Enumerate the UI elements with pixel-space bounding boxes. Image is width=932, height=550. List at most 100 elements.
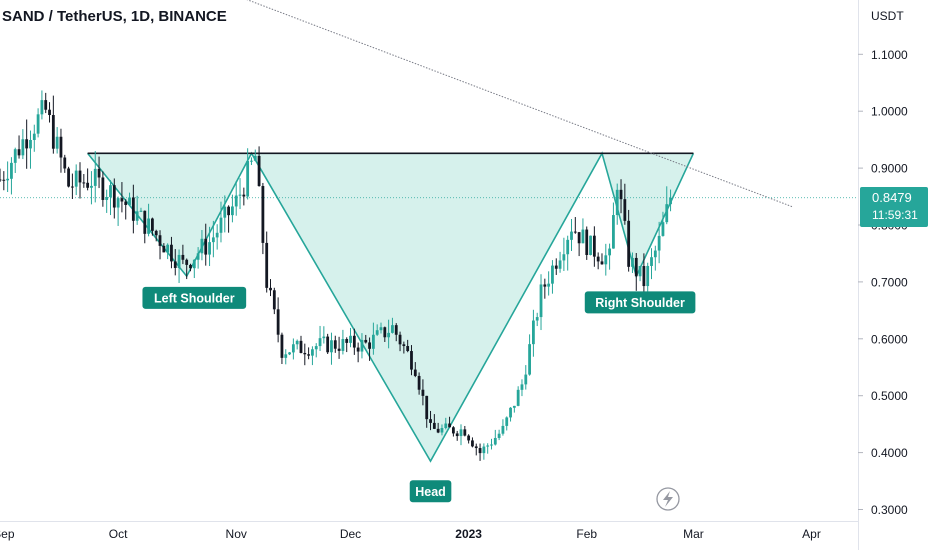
bar-countdown: 11:59:31 bbox=[872, 208, 918, 222]
candle-body bbox=[417, 375, 421, 390]
candle-body bbox=[227, 206, 230, 216]
candle-body bbox=[383, 327, 387, 338]
candle bbox=[128, 192, 131, 206]
price-tick-label: 0.9000 bbox=[871, 162, 908, 176]
candle bbox=[383, 326, 387, 342]
candle-body bbox=[512, 405, 516, 408]
candle bbox=[192, 259, 196, 279]
candle-body bbox=[459, 429, 463, 437]
candle bbox=[604, 243, 608, 276]
candle bbox=[234, 181, 238, 216]
candle bbox=[25, 119, 29, 169]
candle bbox=[162, 243, 166, 253]
candle bbox=[371, 322, 375, 355]
candle bbox=[253, 149, 257, 162]
candle-body bbox=[82, 182, 86, 184]
candle bbox=[93, 151, 97, 203]
candle bbox=[657, 221, 661, 264]
candle bbox=[211, 220, 215, 258]
candle bbox=[482, 443, 486, 460]
chart-title: SAND / TetherUS, 1D, BINANCE bbox=[2, 8, 227, 25]
candle bbox=[497, 429, 501, 441]
candle bbox=[493, 429, 497, 446]
candle-body bbox=[653, 250, 657, 258]
candle bbox=[120, 182, 124, 213]
candle-body bbox=[261, 186, 265, 243]
candle-body bbox=[284, 354, 288, 358]
candle bbox=[524, 365, 528, 390]
price-tick-label: 0.3000 bbox=[871, 503, 908, 517]
candle-body bbox=[17, 149, 21, 156]
candle bbox=[356, 342, 360, 363]
candle bbox=[512, 405, 516, 413]
candle bbox=[10, 157, 13, 195]
candle bbox=[295, 339, 299, 350]
candle-body bbox=[615, 189, 619, 216]
candle bbox=[280, 332, 284, 365]
candle bbox=[391, 317, 394, 334]
candle bbox=[124, 199, 128, 220]
lines-layer bbox=[0, 0, 858, 208]
time-axis: Sep Oct Nov Dec 2023 Feb Mar Apr bbox=[0, 521, 858, 541]
candle bbox=[509, 407, 512, 422]
price-axis: 1.10001.00000.90000.80000.70000.60000.50… bbox=[858, 0, 908, 550]
candle bbox=[166, 243, 170, 260]
candle bbox=[661, 211, 665, 237]
candle-body bbox=[36, 114, 40, 134]
candle-body bbox=[352, 335, 356, 348]
candle-body bbox=[634, 257, 638, 277]
pattern-label-text: Right Shoulder bbox=[595, 296, 685, 310]
candle-body bbox=[55, 136, 59, 149]
candle-body bbox=[29, 139, 32, 149]
candle-body bbox=[551, 265, 554, 284]
candle-body bbox=[211, 237, 215, 243]
candle bbox=[551, 260, 554, 294]
candle bbox=[543, 278, 547, 299]
candle bbox=[272, 287, 276, 315]
pattern-label-text: Left Shoulder bbox=[154, 291, 235, 305]
candle-body bbox=[440, 428, 444, 433]
candle-body bbox=[661, 222, 665, 236]
candle-body bbox=[48, 109, 51, 116]
candle-body bbox=[238, 194, 242, 196]
candle-body bbox=[257, 155, 261, 187]
candle bbox=[596, 252, 600, 270]
candle-body bbox=[246, 161, 250, 197]
candle-body bbox=[330, 340, 333, 353]
candle bbox=[105, 189, 109, 213]
candle bbox=[109, 180, 112, 216]
candle bbox=[0, 168, 2, 182]
candle bbox=[70, 173, 74, 199]
candle bbox=[2, 171, 6, 191]
candle bbox=[619, 179, 623, 214]
candle-body bbox=[6, 178, 10, 181]
candle-body bbox=[558, 260, 562, 269]
candle-body bbox=[208, 242, 211, 255]
candle bbox=[490, 438, 493, 450]
candle-body bbox=[86, 182, 90, 188]
candle-body bbox=[650, 257, 653, 266]
time-tick-label: Sep bbox=[0, 527, 15, 541]
candle-body bbox=[78, 170, 82, 183]
candle-body bbox=[154, 230, 158, 236]
candle-body bbox=[200, 238, 204, 254]
candle bbox=[368, 337, 371, 361]
labels-layer: Left Shoulder Head Right Shoulder bbox=[142, 286, 696, 503]
candle bbox=[51, 95, 55, 154]
candle-body bbox=[364, 339, 368, 343]
candle-body bbox=[600, 261, 604, 265]
candle-body bbox=[185, 259, 189, 265]
candle-body bbox=[577, 232, 581, 244]
candle bbox=[139, 207, 143, 213]
candle bbox=[581, 218, 585, 244]
candle bbox=[330, 332, 333, 365]
candle-body bbox=[547, 283, 551, 287]
candle-body bbox=[493, 437, 497, 445]
candle bbox=[478, 443, 482, 461]
candle-body bbox=[276, 309, 280, 335]
candle bbox=[299, 335, 303, 354]
candle bbox=[650, 248, 653, 280]
candle bbox=[337, 336, 341, 359]
candle bbox=[67, 166, 70, 188]
